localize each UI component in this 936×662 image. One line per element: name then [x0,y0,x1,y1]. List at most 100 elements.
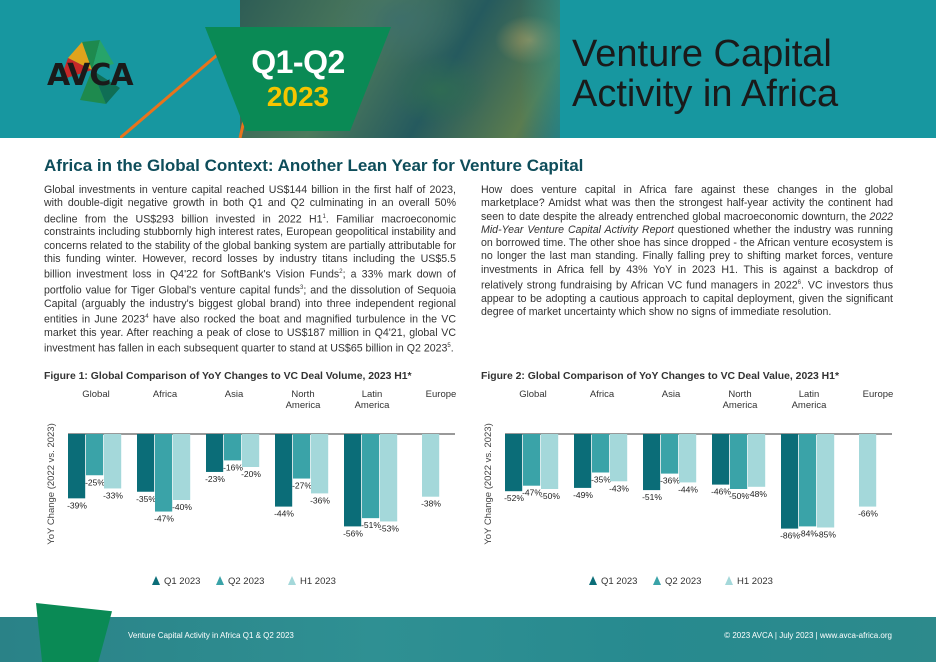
category-label-asia: Asia [662,389,681,400]
report-title: Venture Capital Activity in Africa [572,33,839,115]
data-label-africa-q1-2023: -49% [573,490,593,500]
logo-text: AVCA [47,58,134,93]
bar-africa-h1-2023 [610,434,628,482]
bar-latin-america-q1-2023 [781,434,799,529]
bar-north-america-q1-2023 [275,434,293,507]
data-label-latin-america-h1-2023: -53% [379,523,399,533]
bar-global-q2-2023 [523,434,541,486]
data-label-latin-america-q1-2023: -86% [780,531,800,541]
data-label-north-america-q1-2023: -44% [274,509,294,519]
bar-asia-q2-2023 [224,434,242,461]
data-label-africa-h1-2023: -40% [172,502,192,512]
category-label-north-america: America [723,400,759,411]
data-label-global-h1-2023: -50% [540,491,560,501]
data-label-global-h1-2023: -33% [103,490,123,500]
data-label-asia-h1-2023: -44% [678,484,698,494]
body-text-right: How does venture capital in Africa fare … [481,184,894,319]
bar-north-america-h1-2023 [748,434,766,487]
legend-marker-q1-2023 [152,576,160,585]
data-label-global-q1-2023: -52% [504,493,524,503]
category-label-global: Global [82,389,109,400]
legend-marker-q2-2023 [653,576,661,585]
bar-global-h1-2023 [541,434,559,489]
data-label-north-america-q2-2023: -50% [729,491,749,501]
data-label-north-america-q1-2023: -46% [711,487,731,497]
y-axis-label: YoY Change (2022 vs. 2023) [46,423,57,544]
bar-north-america-q1-2023 [712,434,730,485]
legend-marker-h1-2023 [288,576,296,585]
period-year: 2023 [266,81,330,112]
footer-copyright: © 2023 AVCA | July 2023 | www.avca-afric… [724,631,892,640]
category-label-latin-america: Latin [799,389,820,400]
bar-north-america-q2-2023 [730,434,748,489]
period-label: Q1-Q2 [251,44,345,80]
data-label-africa-q1-2023: -35% [136,494,156,504]
data-label-asia-q2-2023: -36% [660,476,680,486]
legend-label-q1-2023: Q1 2023 [164,576,200,587]
legend-marker-q1-2023 [589,576,597,585]
figure-2-chart: YoY Change (2022 vs. 2023) Global -52%-47%… [483,389,894,587]
footer-banner [0,617,936,662]
data-label-north-america-q2-2023: -27% [292,481,312,491]
legend-marker-q2-2023 [216,576,224,585]
category-label-africa: Africa [153,389,178,400]
footer-report-name: Venture Capital Activity in Africa Q1 & … [128,631,294,640]
footer-logo-mark [36,603,112,662]
data-label-europe-h1-2023: -66% [858,509,878,519]
data-label-asia-q2-2023: -16% [223,462,243,472]
bar-latin-america-h1-2023 [817,434,835,528]
bar-global-q2-2023 [86,434,104,476]
data-label-latin-america-h1-2023: -85% [816,530,836,540]
bar-asia-q1-2023 [643,434,661,491]
category-label-europe: Europe [863,389,894,400]
bar-asia-q2-2023 [661,434,679,474]
legend-label-q2-2023: Q2 2023 [665,576,701,587]
category-label-north-america: America [286,400,322,411]
category-label-latin-america: America [792,400,828,411]
bar-europe-h1-2023 [859,434,877,507]
data-label-latin-america-q2-2023: -84% [798,528,818,538]
data-label-latin-america-q2-2023: -51% [361,520,381,530]
data-label-north-america-h1-2023: -36% [310,495,330,505]
bar-global-q1-2023 [505,434,523,492]
category-label-north-america: North [728,389,751,400]
bar-asia-h1-2023 [679,434,697,483]
legend-label-h1-2023: H1 2023 [737,576,773,587]
data-label-asia-q1-2023: -23% [205,474,225,484]
bar-europe-h1-2023 [422,434,440,497]
bar-latin-america-q2-2023 [362,434,380,519]
legend-marker-h1-2023 [725,576,733,585]
category-label-global: Global [519,389,546,400]
category-label-latin-america: America [355,400,391,411]
category-label-asia: Asia [225,389,244,400]
data-label-africa-q2-2023: -35% [591,475,611,485]
bar-latin-america-q2-2023 [799,434,817,527]
category-label-africa: Africa [590,389,615,400]
legend-label-h1-2023: H1 2023 [300,576,336,587]
y-axis-label: YoY Change (2022 vs. 2023) [483,423,494,544]
bar-latin-america-q1-2023 [344,434,362,527]
data-label-global-q1-2023: -39% [67,500,87,510]
data-label-africa-h1-2023: -43% [609,483,629,493]
bar-global-q1-2023 [68,434,86,499]
data-label-africa-q2-2023: -47% [154,514,174,524]
category-label-latin-america: Latin [362,389,383,400]
bar-global-h1-2023 [104,434,122,489]
bar-asia-h1-2023 [242,434,260,467]
data-label-europe-h1-2023: -38% [421,499,441,509]
category-label-north-america: North [291,389,314,400]
bar-asia-q1-2023 [206,434,224,472]
bar-africa-q1-2023 [574,434,592,488]
bar-africa-q1-2023 [137,434,155,492]
figure-1-chart: YoY Change (2022 vs. 2023) Global -39% -25%… [46,389,457,587]
section-title: Africa in the Global Context: Another Le… [44,156,584,175]
bar-latin-america-h1-2023 [380,434,398,522]
body-text-left: Global investments in venture capital re… [44,184,456,355]
bar-north-america-h1-2023 [311,434,329,494]
data-label-latin-america-q1-2023: -56% [343,528,363,538]
data-label-asia-h1-2023: -20% [241,469,261,479]
figure-1-caption: Figure 1: Global Comparison of YoY Chang… [44,371,412,382]
category-label-europe: Europe [426,389,457,400]
figure-2-caption: Figure 2: Global Comparison of YoY Chang… [481,371,839,382]
data-label-asia-q1-2023: -51% [642,492,662,502]
